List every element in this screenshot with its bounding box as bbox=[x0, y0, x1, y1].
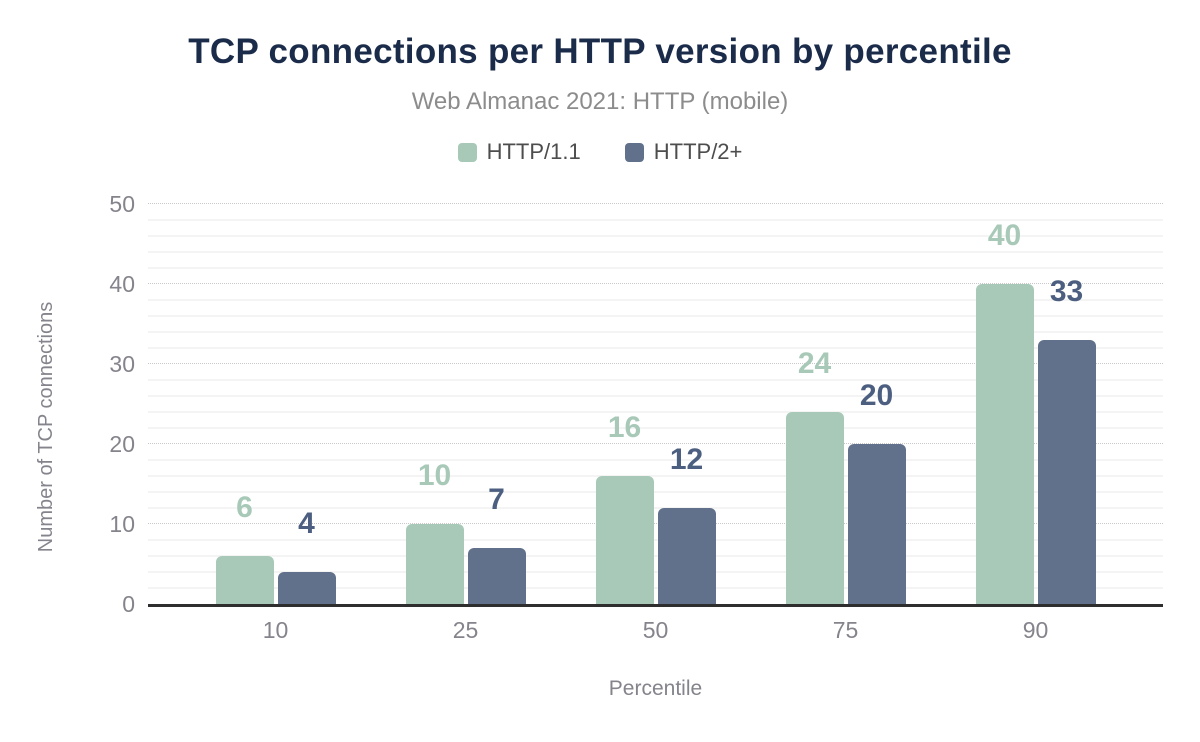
y-axis-tick-label: 0 bbox=[122, 591, 135, 617]
bar-value-label: 33 bbox=[1049, 275, 1084, 308]
bar-value-label: 6 bbox=[236, 491, 253, 524]
minor-gridline bbox=[148, 315, 1163, 317]
minor-gridline bbox=[148, 475, 1163, 477]
chart-subtitle: Web Almanac 2021: HTTP (mobile) bbox=[411, 88, 789, 115]
minor-gridline bbox=[148, 571, 1163, 573]
major-gridline bbox=[148, 363, 1163, 364]
x-axis-tick-label: 50 bbox=[642, 617, 669, 643]
major-gridline bbox=[148, 203, 1163, 204]
x-axis-tick-label: 10 bbox=[262, 617, 289, 643]
minor-gridline bbox=[148, 459, 1163, 461]
legend-swatch-icon bbox=[624, 142, 644, 162]
minor-gridline bbox=[148, 235, 1163, 237]
chart-title: TCP connections per HTTP version by perc… bbox=[188, 32, 1012, 71]
y-axis-tick-label: 30 bbox=[109, 351, 135, 377]
x-axis-title: Percentile bbox=[608, 677, 703, 700]
bar-value-label: 16 bbox=[607, 411, 642, 444]
bar-value-label: 20 bbox=[859, 379, 894, 412]
bar-value-label: 12 bbox=[669, 443, 704, 476]
y-axis-tick-label: 10 bbox=[109, 511, 135, 537]
minor-gridline bbox=[148, 395, 1163, 397]
bar-http2-p50 bbox=[657, 508, 716, 604]
minor-gridline bbox=[148, 587, 1163, 589]
bar-value-label: 7 bbox=[488, 483, 505, 516]
minor-gridline bbox=[148, 411, 1163, 413]
bar-http11-p10 bbox=[215, 556, 274, 604]
major-gridline bbox=[148, 443, 1163, 444]
legend: HTTP/1.1 HTTP/2+ bbox=[0, 139, 1200, 165]
plot-area: 6 4 10 7 16 12 24 20 40 33 bbox=[148, 203, 1163, 604]
minor-gridline bbox=[148, 299, 1163, 301]
bar-http11-p25 bbox=[405, 524, 464, 604]
bar-http2-p25 bbox=[467, 548, 526, 604]
legend-swatch-icon bbox=[457, 142, 477, 162]
y-axis-tick-label: 20 bbox=[109, 431, 135, 457]
bar-http2-p90 bbox=[1037, 340, 1096, 604]
bar-http11-p50 bbox=[595, 476, 654, 604]
bar-value-label: 24 bbox=[797, 347, 832, 380]
y-axis-tick-label: 40 bbox=[109, 271, 135, 297]
bar-http11-p75 bbox=[785, 412, 844, 604]
legend-item-http11[interactable]: HTTP/1.1 bbox=[457, 139, 581, 165]
x-axis-tick-label: 75 bbox=[832, 617, 859, 643]
minor-gridline bbox=[148, 507, 1163, 509]
y-axis-tick-label: 50 bbox=[109, 191, 135, 217]
minor-gridline bbox=[148, 251, 1163, 253]
major-gridline bbox=[148, 523, 1163, 524]
legend-label: HTTP/2+ bbox=[653, 139, 743, 164]
legend-label: HTTP/1.1 bbox=[486, 139, 581, 164]
x-axis-line bbox=[148, 604, 1163, 607]
x-axis-tick-label: 90 bbox=[1022, 617, 1049, 643]
bar-value-label: 40 bbox=[987, 219, 1022, 252]
minor-gridline bbox=[148, 331, 1163, 333]
minor-gridline bbox=[148, 219, 1163, 221]
minor-gridline bbox=[148, 267, 1163, 269]
minor-gridline bbox=[148, 491, 1163, 493]
minor-gridline bbox=[148, 379, 1163, 381]
major-gridline bbox=[148, 283, 1163, 284]
bar-http2-p75 bbox=[847, 444, 906, 604]
bar-value-label: 4 bbox=[298, 507, 315, 540]
minor-gridline bbox=[148, 539, 1163, 541]
minor-gridline bbox=[148, 347, 1163, 349]
minor-gridline bbox=[148, 427, 1163, 429]
bar-value-label: 10 bbox=[417, 459, 452, 492]
legend-item-http2[interactable]: HTTP/2+ bbox=[624, 139, 743, 165]
x-axis-tick-label: 25 bbox=[452, 617, 479, 643]
minor-gridline bbox=[148, 555, 1163, 557]
bar-http2-p10 bbox=[277, 572, 336, 604]
bar-http11-p90 bbox=[975, 284, 1034, 604]
